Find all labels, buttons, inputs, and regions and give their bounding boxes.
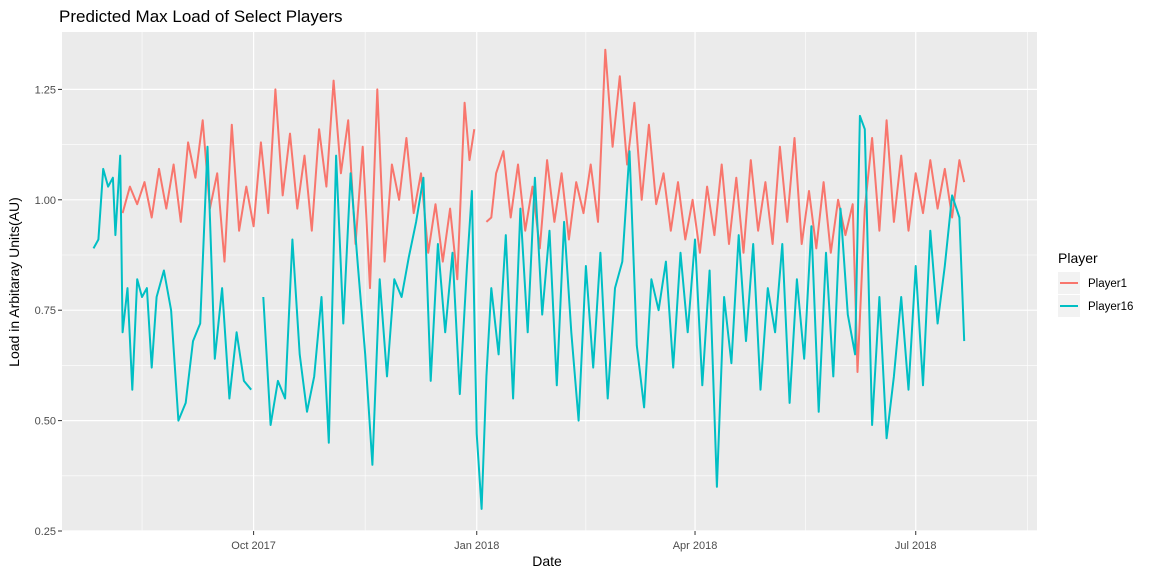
series-line (262, 114, 966, 510)
x-axis-title: Date (532, 553, 562, 569)
series-layer (92, 48, 966, 510)
legend-title: Player (1058, 250, 1098, 266)
x-tick-label: Oct 2017 (231, 540, 276, 552)
legend-label: Player16 (1088, 301, 1133, 313)
y-axis-title: Load in Arbitaray Units(AU) (6, 197, 22, 367)
y-tick-label: 0.25 (35, 526, 56, 538)
x-axis: Oct 2017 Jan 2018 Apr 2018 Jul 2018 (231, 531, 937, 552)
legend-label: Player1 (1088, 278, 1127, 290)
x-tick-label: Apr 2018 (673, 540, 718, 552)
series-line (92, 145, 252, 422)
y-axis: 0.25 0.50 0.75 1.00 1.25 (35, 84, 62, 538)
y-tick-label: 1.00 (35, 195, 56, 207)
series-line (485, 48, 966, 373)
series-player16 (92, 114, 966, 510)
plot-panel (62, 32, 1037, 531)
series-player1 (121, 48, 966, 373)
x-tick-label: Jul 2018 (895, 540, 937, 552)
y-tick-label: 0.75 (35, 305, 56, 317)
y-tick-label: 0.50 (35, 416, 56, 428)
chart-title: Predicted Max Load of Select Players (59, 7, 342, 26)
series-line (121, 79, 476, 290)
legend: Player Player1 Player16 (1058, 250, 1133, 317)
y-tick-label: 1.25 (35, 84, 56, 96)
legend-entry: Player1 (1058, 272, 1127, 294)
legend-entry: Player16 (1058, 295, 1133, 317)
x-tick-label: Jan 2018 (454, 540, 499, 552)
